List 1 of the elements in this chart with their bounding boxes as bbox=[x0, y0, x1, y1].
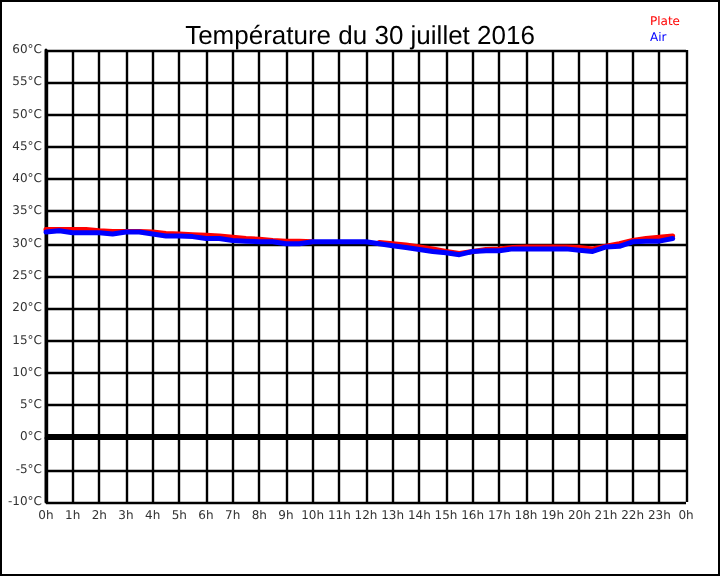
chart-title: Température du 30 juillet 2016 bbox=[185, 20, 535, 50]
